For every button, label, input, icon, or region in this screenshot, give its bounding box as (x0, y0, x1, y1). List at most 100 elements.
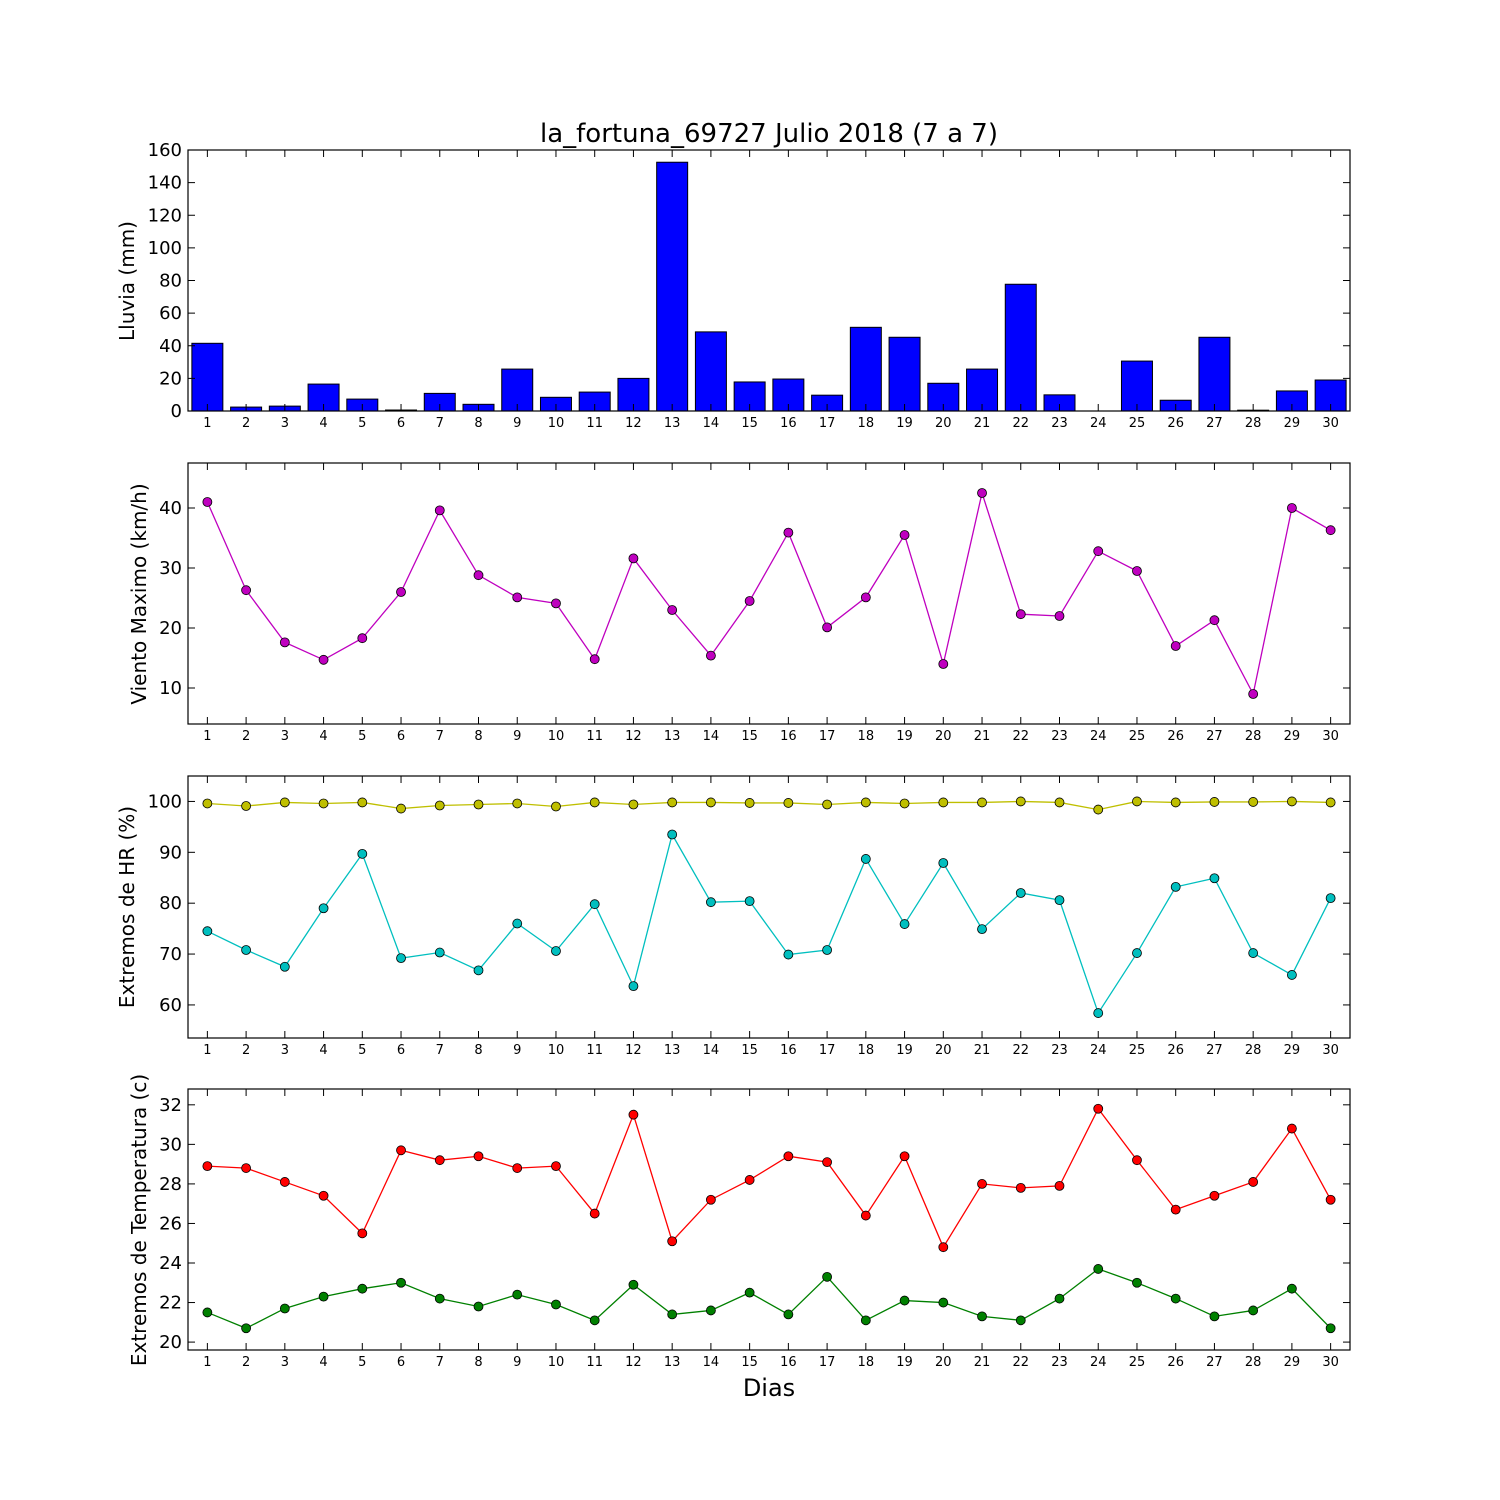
wind-x-tick-label: 23 (1051, 729, 1068, 744)
wind-plot-area (188, 463, 1350, 724)
temperature-point (860, 1315, 871, 1326)
humidity-point (1287, 970, 1297, 980)
wind-x-tick-label: 28 (1245, 729, 1262, 744)
temperature-x-tick-label: 12 (625, 1355, 642, 1370)
wind-point (899, 530, 910, 540)
humidity-point (822, 799, 832, 810)
temperature-point (667, 1236, 678, 1247)
temperature-series-line (207, 1107, 1332, 1249)
rainfall-x-tick-label: 10 (548, 416, 565, 431)
wind-x-tick-label: 15 (741, 729, 758, 744)
rainfall-x-tick-label: 21 (974, 416, 991, 431)
humidity-point (783, 949, 794, 960)
temperature-plot-area (188, 1089, 1350, 1350)
humidity-x-tick-label: 12 (625, 1043, 642, 1058)
temperature-x-tick-label: 22 (1012, 1355, 1029, 1370)
temperature-point (628, 1109, 639, 1120)
wind-y-tick-label: 10 (159, 678, 182, 699)
humidity-point (744, 896, 755, 907)
wind-x-tick-label: 8 (474, 729, 482, 744)
temperature-y-tick-label: 32 (159, 1095, 182, 1116)
temperature-x-tick-label: 28 (1245, 1355, 1262, 1370)
humidity-point (1054, 797, 1065, 808)
temperature-x-tick-label: 4 (319, 1355, 327, 1370)
temperature-point (1248, 1305, 1259, 1316)
temperature-point (1325, 1323, 1336, 1334)
humidity-x-tick-label: 14 (703, 1043, 720, 1058)
wind-y-label: Viento Maximo (km/h) (127, 483, 151, 704)
temperature-x-tick-label: 6 (397, 1355, 405, 1370)
rainfall-y-tick-label: 60 (159, 303, 182, 324)
humidity-point (241, 801, 252, 811)
humidity-point (589, 797, 600, 808)
temperature-x-tick-label: 2 (242, 1355, 250, 1370)
temperature-y-tick-label: 24 (159, 1253, 182, 1274)
temperature-point (1248, 1177, 1259, 1187)
temperature-point (1132, 1155, 1142, 1166)
wind-point (241, 585, 252, 596)
humidity-point (1093, 804, 1104, 815)
wind-x-tick-label: 7 (436, 729, 444, 744)
rainfall-x-tick-label: 30 (1322, 416, 1339, 431)
humidity-x-tick-label: 24 (1090, 1043, 1107, 1058)
rainfall-x-tick-label: 4 (319, 416, 327, 431)
humidity-point (202, 798, 213, 809)
temperature-point (279, 1177, 290, 1187)
temperature-x-tick-label: 8 (474, 1355, 482, 1370)
humidity-x-tick-label: 17 (819, 1043, 836, 1058)
temperature-y-tick-label: 30 (159, 1134, 182, 1155)
humidity-x-tick-label: 10 (548, 1043, 565, 1058)
rainfall-bar (888, 336, 921, 412)
rainfall-y-tick-label: 20 (159, 368, 182, 389)
temperature-point (1015, 1315, 1026, 1326)
wind-x-tick-label: 3 (281, 729, 289, 744)
humidity-point (1015, 796, 1026, 807)
humidity-x-tick-label: 4 (319, 1043, 327, 1058)
humidity-y-tick-label: 80 (159, 893, 182, 914)
temperature-x-tick-label: 14 (703, 1355, 720, 1370)
temperature-point (783, 1309, 794, 1320)
humidity-point (1015, 888, 1026, 898)
wind-x-tick-label: 27 (1206, 729, 1223, 744)
temperature-point (1093, 1264, 1104, 1274)
humidity-point (783, 798, 794, 808)
wind-x-tick-label: 5 (358, 729, 366, 744)
temperature-point (1287, 1283, 1297, 1294)
temperature-panel: Extremos de Temperatura (c) 202224262830… (127, 1074, 1351, 1370)
temperature-point (899, 1295, 910, 1306)
wind-point (1248, 689, 1259, 699)
humidity-point (396, 953, 406, 964)
temperature-point (628, 1279, 639, 1290)
temperature-x-tick-label: 17 (819, 1355, 836, 1370)
temperature-x-tick-label: 7 (436, 1355, 444, 1370)
humidity-point (434, 800, 445, 811)
temperature-x-tick-label: 24 (1090, 1355, 1107, 1370)
wind-x-tick-label: 9 (513, 729, 521, 744)
humidity-x-tick-label: 22 (1012, 1043, 1029, 1058)
rainfall-x-tick-label: 20 (935, 416, 952, 431)
temperature-point (357, 1283, 368, 1294)
wind-x-tick-label: 30 (1322, 729, 1339, 744)
rainfall-x-tick-label: 7 (436, 416, 444, 431)
rainfall-axes-frame (187, 149, 1351, 412)
rainfall-x-tick-label: 12 (625, 416, 642, 431)
humidity-point (1170, 797, 1181, 808)
humidity-point (1132, 948, 1142, 958)
rainfall-x-tick-label: 27 (1206, 416, 1223, 431)
humidity-point (1248, 948, 1259, 958)
humidity-y-tick-label: 60 (159, 995, 182, 1016)
temperature-x-tick-label: 30 (1322, 1355, 1339, 1370)
humidity-x-tick-label: 28 (1245, 1043, 1262, 1058)
rainfall-x-tick-label: 13 (664, 416, 681, 431)
temperature-y-tick-label: 22 (159, 1293, 182, 1314)
wind-point (1054, 611, 1065, 621)
wind-x-tick-label: 4 (319, 729, 327, 744)
humidity-point (512, 798, 523, 809)
humidity-point (202, 926, 213, 937)
rainfall-y-tick-label: 100 (148, 238, 182, 259)
humidity-plot-area (188, 776, 1350, 1038)
temperature-point (1209, 1190, 1220, 1201)
wind-point (396, 587, 406, 597)
humidity-x-tick-label: 2 (242, 1043, 250, 1058)
temperature-point (938, 1242, 949, 1253)
